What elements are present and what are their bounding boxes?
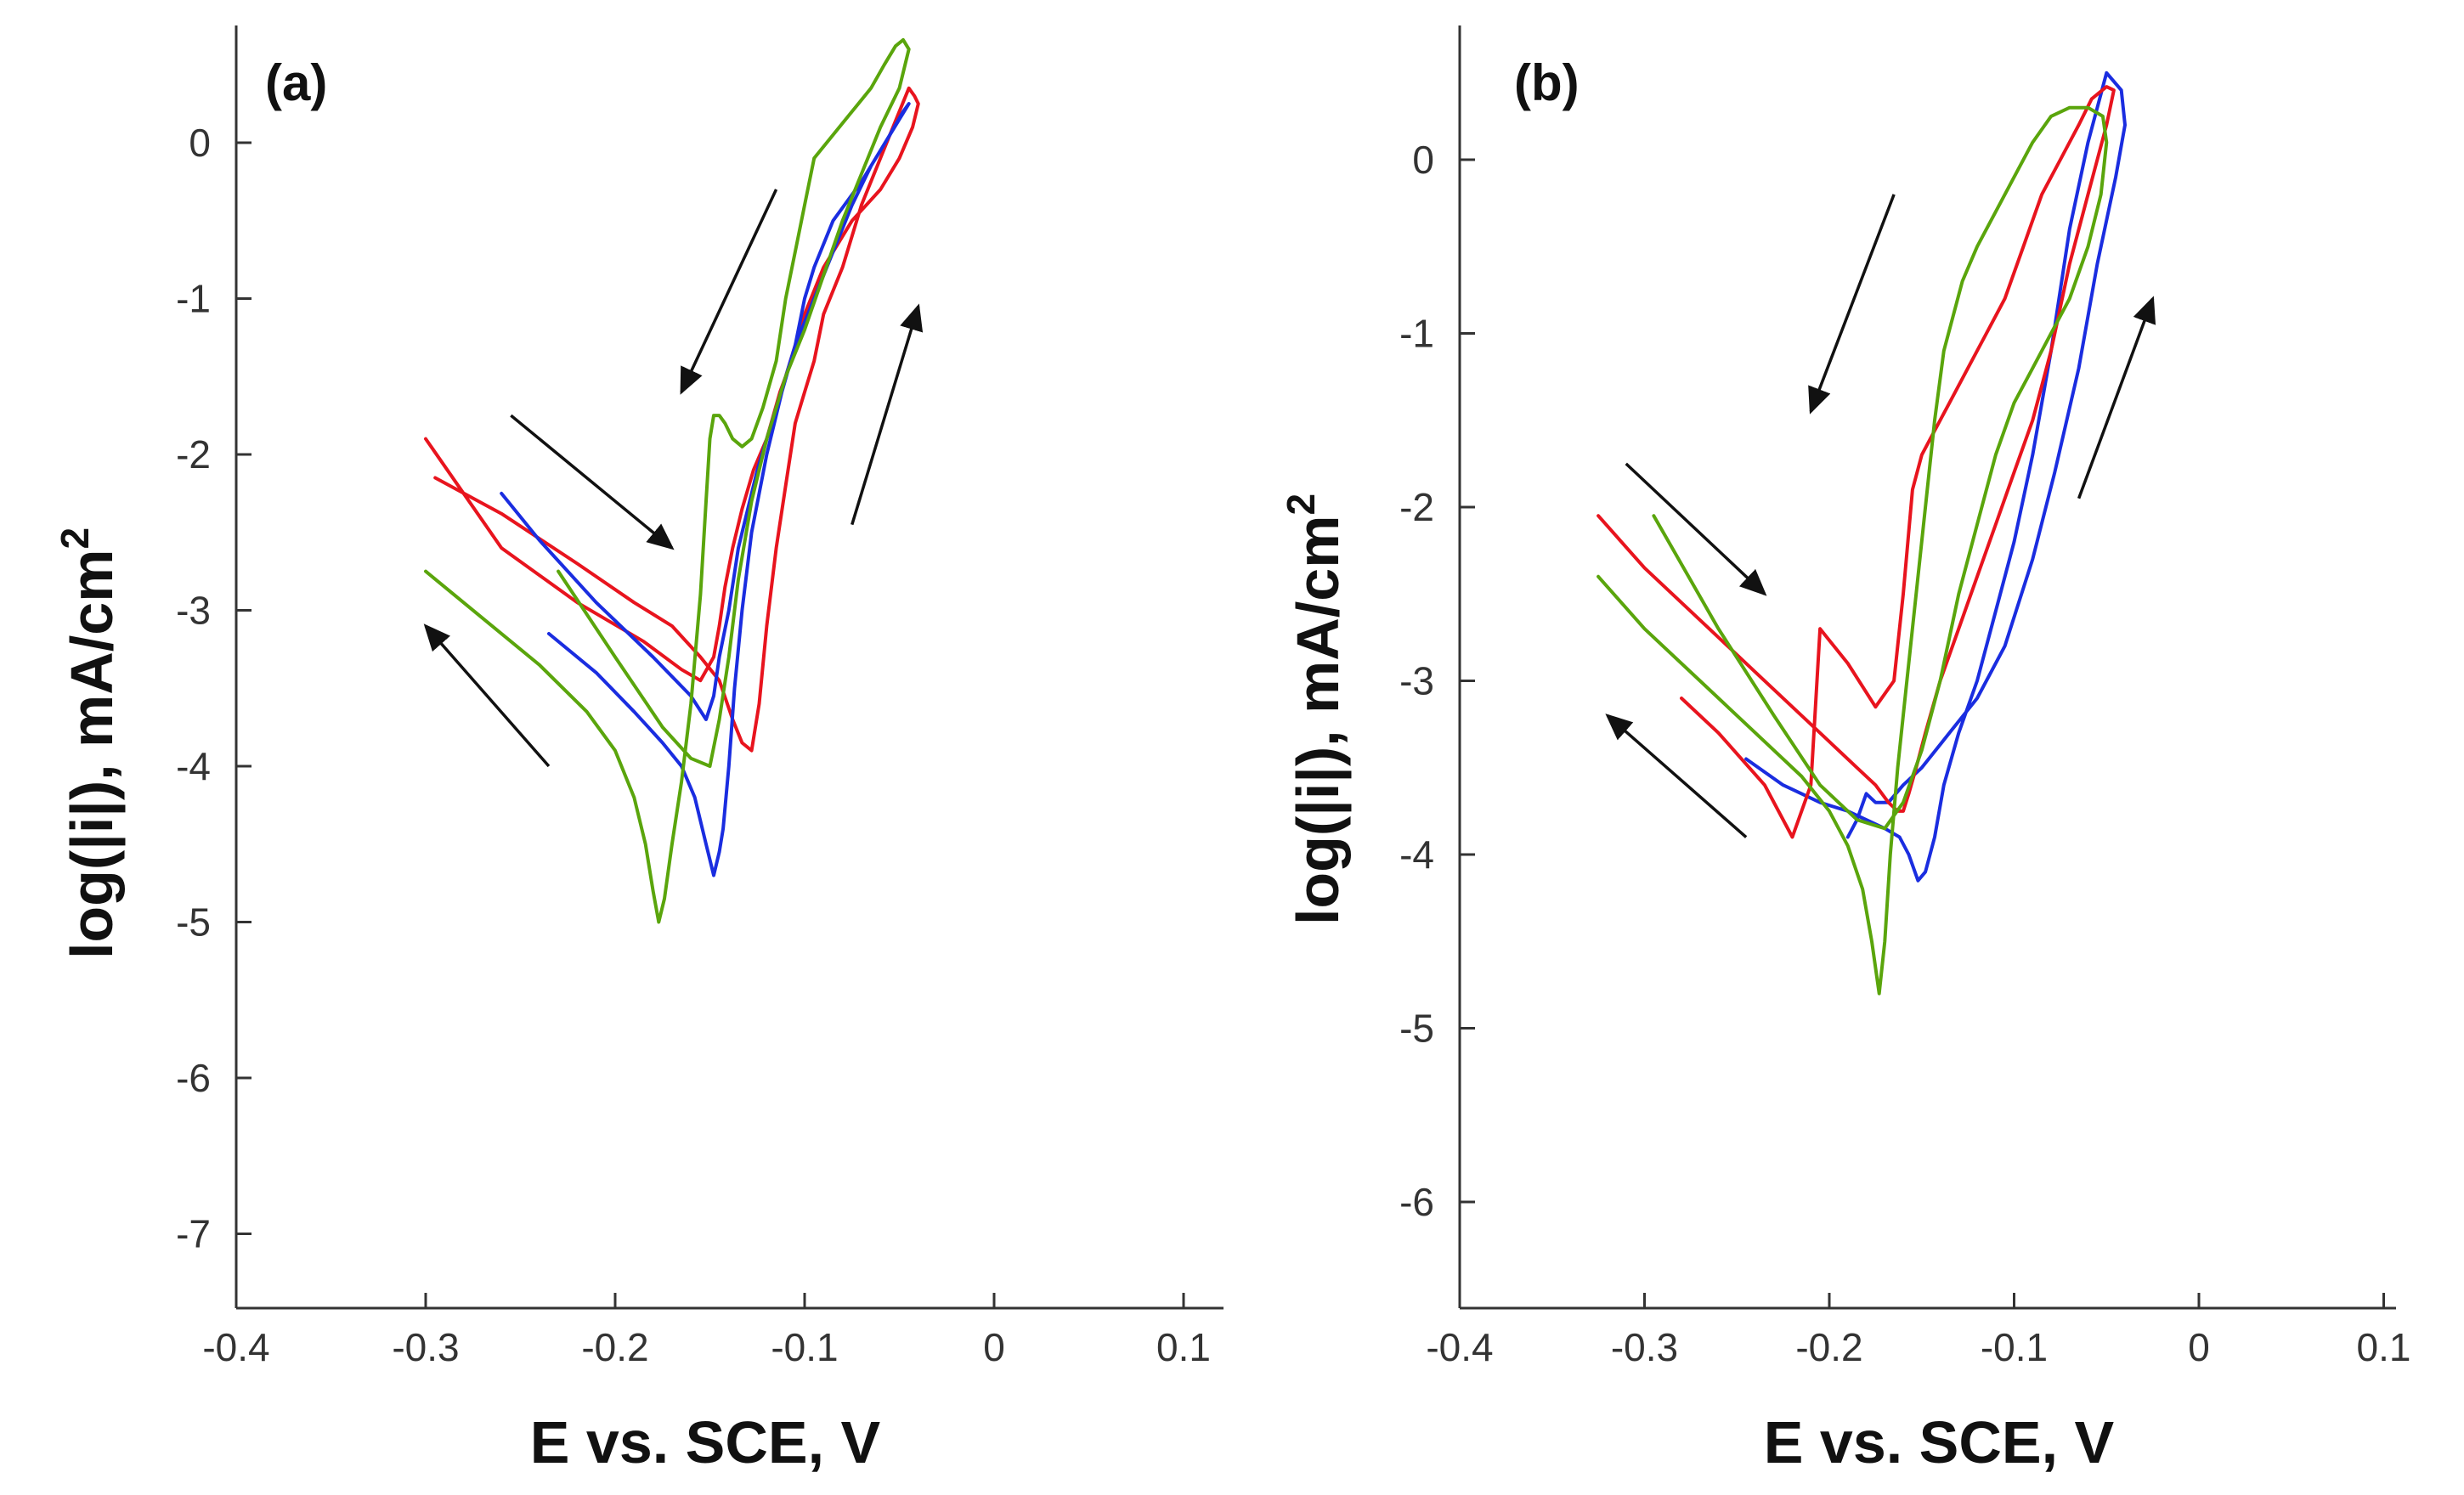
y-tick-label-b: 0 — [1412, 138, 1434, 182]
y-tick-label-b: -6 — [1399, 1180, 1434, 1224]
annotation-arrow-a-2 — [510, 414, 675, 550]
x-tick-label-a: -0.2 — [581, 1325, 648, 1369]
y-axis-label-a: log(|i|), mA/cm2 — [53, 527, 126, 959]
annotation-arrow-b-1 — [1605, 714, 1748, 838]
series-line-b-1 — [1744, 71, 2127, 883]
y-axis-label-a-superscript: 2 — [53, 527, 97, 550]
annotation-arrow-a-3 — [680, 189, 778, 395]
x-tick-label-b: -0.4 — [1426, 1325, 1493, 1369]
x-tick-label-a: 0 — [983, 1325, 1005, 1369]
x-tick-label-a: 0.1 — [1156, 1325, 1211, 1369]
y-tick-label-b: -1 — [1399, 312, 1434, 356]
y-tick-label-a: -5 — [176, 900, 211, 945]
series-line-b-2 — [1597, 85, 2116, 839]
y-tick-label-a: -2 — [176, 432, 211, 477]
x-tick-label-b: -0.1 — [1981, 1325, 2048, 1369]
x-tick-label-a: -0.4 — [202, 1325, 269, 1369]
annotation-arrow-b-4 — [2077, 296, 2156, 499]
y-tick-label-b: -5 — [1399, 1007, 1434, 1051]
chart-panel-a: (a) log(|i|), mA/cm2 E vs. SCE, V -0.4 -0… — [53, 25, 1224, 1475]
x-tick-label-b: -0.3 — [1611, 1325, 1678, 1369]
y-tick-label-b: -3 — [1399, 659, 1434, 703]
y-tick-label-a: -6 — [176, 1056, 211, 1100]
x-tick-label-b: 0.1 — [2357, 1325, 2411, 1369]
x-axis-label-a: E vs. SCE, V — [530, 1409, 881, 1475]
series-line-b-3 — [1597, 105, 2109, 996]
panel-label-b: (b) — [1514, 54, 1580, 111]
x-tick-label-a: -0.3 — [392, 1325, 459, 1369]
y-tick-label-a: -1 — [176, 277, 211, 321]
chart-panel-b: (b) log(|i|), mA/cm2 E vs. SCE, V -0.4 -0… — [1279, 25, 2410, 1475]
y-tick-label-a: -7 — [176, 1212, 211, 1256]
annotation-arrow-a-1 — [423, 623, 551, 768]
y-axis-label-b-superscript: 2 — [1279, 494, 1323, 516]
series-line-a-3 — [424, 37, 911, 924]
x-axis-label-b: E vs. SCE, V — [1764, 1409, 2115, 1475]
panel-label-a: (a) — [265, 54, 327, 111]
y-tick-label-a: -3 — [176, 589, 211, 633]
x-tick-label-b: 0 — [2188, 1325, 2210, 1369]
annotation-arrow-a-4 — [851, 303, 924, 526]
series-line-a-1 — [424, 86, 920, 753]
y-tick-label-a: -4 — [176, 744, 211, 788]
y-tick-label-b: -4 — [1399, 832, 1434, 877]
x-tick-label-a: -0.1 — [771, 1325, 838, 1369]
annotation-arrow-b-2 — [1625, 462, 1767, 596]
annotation-arrow-b-3 — [1808, 194, 1896, 415]
x-tick-label-b: -0.2 — [1795, 1325, 1862, 1369]
y-axis-label-b-main: log(|i|), mA/cm — [1285, 516, 1352, 926]
y-tick-label-a: 0 — [189, 121, 211, 165]
y-tick-label-b: -2 — [1399, 485, 1434, 529]
series-line-a-2 — [500, 102, 911, 877]
y-axis-label-a-main: log(|i|), mA/cm — [59, 550, 126, 960]
y-axis-label-b: log(|i|), mA/cm2 — [1279, 494, 1352, 925]
